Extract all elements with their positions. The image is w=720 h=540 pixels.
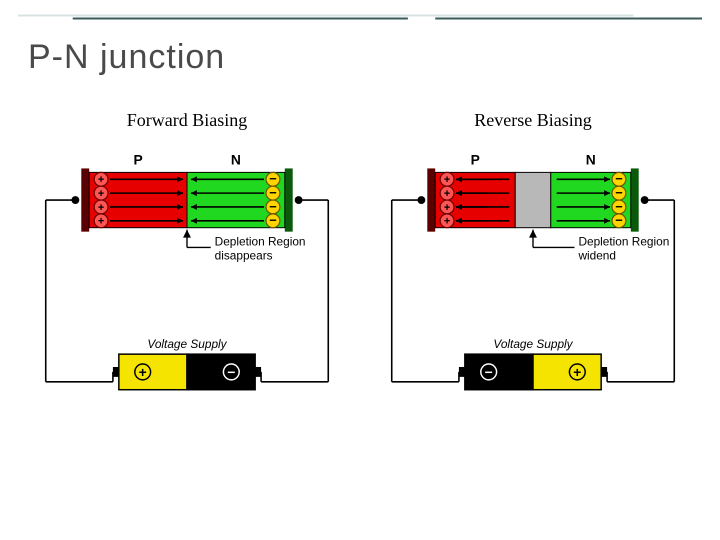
svg-text:−: − bbox=[269, 171, 277, 186]
svg-text:N: N bbox=[586, 151, 596, 167]
svg-text:−: − bbox=[615, 185, 623, 200]
svg-text:+: + bbox=[98, 216, 104, 228]
svg-text:+: + bbox=[444, 202, 450, 214]
svg-text:widend: widend bbox=[577, 248, 616, 262]
svg-text:N: N bbox=[231, 151, 241, 167]
panel-reverse: Reverse Biasing P N + − + − + − + − Depletion Regi… bbox=[370, 110, 696, 425]
svg-text:+: + bbox=[139, 364, 147, 380]
svg-text:+: + bbox=[98, 188, 104, 200]
panel-forward: Forward Biasing P N + − + − + − + − Depletion Regi… bbox=[24, 110, 350, 425]
circuit-forward: P N + − + − + − + − Depletion Regiondisappears Volt… bbox=[24, 145, 350, 425]
svg-text:−: − bbox=[615, 199, 623, 214]
svg-text:+: + bbox=[98, 202, 104, 214]
svg-text:P: P bbox=[471, 151, 480, 167]
svg-text:Depletion Region: Depletion Region bbox=[215, 234, 306, 248]
svg-text:Voltage Supply: Voltage Supply bbox=[147, 337, 227, 351]
svg-text:+: + bbox=[573, 364, 581, 380]
panel-title-forward: Forward Biasing bbox=[24, 110, 350, 131]
slide-title: P-N junction bbox=[28, 38, 225, 77]
svg-text:−: − bbox=[227, 364, 235, 380]
panels-container: Forward Biasing P N + − + − + − + − Depletion Regi… bbox=[24, 110, 696, 425]
svg-text:−: − bbox=[269, 185, 277, 200]
svg-text:disappears: disappears bbox=[215, 248, 273, 262]
svg-text:−: − bbox=[269, 199, 277, 214]
svg-text:+: + bbox=[444, 216, 450, 228]
svg-text:−: − bbox=[615, 213, 623, 228]
svg-text:Voltage Supply: Voltage Supply bbox=[493, 337, 573, 351]
svg-text:−: − bbox=[485, 364, 493, 380]
panel-title-reverse: Reverse Biasing bbox=[370, 110, 696, 131]
svg-text:+: + bbox=[444, 174, 450, 186]
circuit-reverse: P N + − + − + − + − Depletion Regionwidend Voltage … bbox=[370, 145, 696, 425]
svg-text:−: − bbox=[615, 171, 623, 186]
svg-text:+: + bbox=[98, 174, 104, 186]
svg-text:+: + bbox=[444, 188, 450, 200]
svg-text:Depletion Region: Depletion Region bbox=[578, 234, 669, 248]
header-rule bbox=[18, 14, 702, 20]
svg-text:P: P bbox=[133, 151, 142, 167]
svg-text:−: − bbox=[269, 213, 277, 228]
